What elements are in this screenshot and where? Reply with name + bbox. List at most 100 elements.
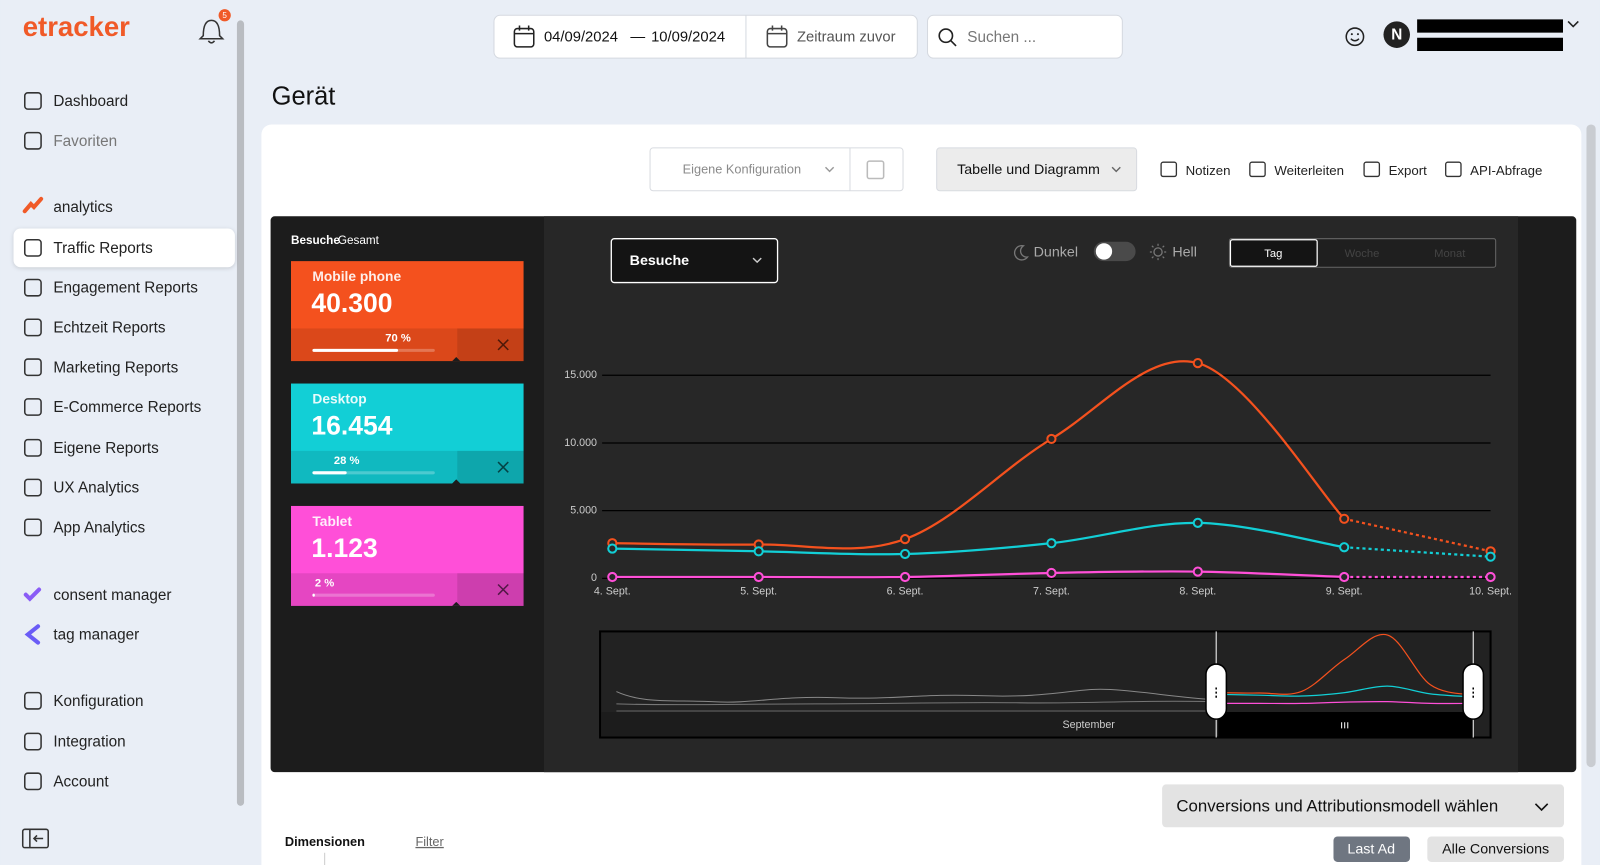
search-placeholder[interactable]: Suchen ... bbox=[967, 29, 1036, 46]
data-point[interactable] bbox=[899, 548, 911, 560]
date-picker[interactable] bbox=[493, 14, 918, 59]
card-notch bbox=[452, 479, 461, 484]
data-point[interactable] bbox=[899, 571, 911, 583]
data-point[interactable] bbox=[1339, 513, 1350, 524]
data-point[interactable] bbox=[1046, 433, 1057, 445]
data-point[interactable] bbox=[1192, 566, 1203, 577]
search-icon-handle bbox=[950, 40, 957, 47]
card[interactable] bbox=[290, 261, 524, 362]
logo[interactable]: etracker bbox=[23, 11, 130, 42]
data-point[interactable] bbox=[1485, 551, 1496, 562]
header: 04/09/2024 — 10/09/2024 Zeitraum zuvor S… bbox=[493, 14, 1579, 59]
nav-item[interactable]: UX Analytics bbox=[53, 480, 139, 497]
collapse-icon[interactable] bbox=[21, 828, 49, 849]
data-point[interactable] bbox=[1192, 517, 1203, 528]
conversions-label: Conversions und Attributionsmodell wähle… bbox=[1176, 796, 1498, 815]
data-point[interactable] bbox=[1046, 567, 1057, 579]
interval-option[interactable]: Woche bbox=[1345, 248, 1380, 260]
x-tick-label: 6. Sept. bbox=[887, 585, 924, 597]
config-label: Eigene Konfiguration bbox=[683, 162, 801, 177]
card-close[interactable] bbox=[497, 583, 509, 596]
card-notch bbox=[452, 357, 461, 362]
date-separator: — bbox=[630, 30, 645, 46]
scrollbar[interactable] bbox=[236, 20, 245, 806]
date-from[interactable]: 04/09/2024 bbox=[544, 30, 618, 46]
calendar-icon bbox=[766, 27, 788, 48]
compare-button[interactable]: Zeitraum zuvor bbox=[797, 30, 896, 46]
toolbar-action[interactable]: Weiterleiten bbox=[1274, 163, 1344, 178]
nav-icon bbox=[23, 772, 42, 791]
tab-dimensions[interactable]: Dimensionen bbox=[285, 834, 365, 849]
avatar[interactable] bbox=[1383, 21, 1410, 48]
series-line bbox=[1343, 517, 1491, 553]
card-close[interactable] bbox=[497, 339, 509, 351]
toolbar-action[interactable]: API-Abfrage bbox=[1470, 163, 1542, 178]
content-scrollbar[interactable] bbox=[1586, 124, 1596, 768]
nav-item[interactable]: Konfiguration bbox=[53, 693, 143, 710]
action-icon bbox=[1249, 161, 1266, 178]
nav-item[interactable]: Integration bbox=[53, 734, 125, 751]
attribution-label: Last Ad bbox=[1347, 841, 1395, 857]
nav-item[interactable]: Account bbox=[53, 773, 109, 790]
badge-count: 5 bbox=[222, 11, 227, 20]
config-select[interactable] bbox=[649, 147, 904, 192]
navigator-axis bbox=[601, 711, 1217, 737]
data-point[interactable] bbox=[753, 571, 764, 583]
nav-item[interactable]: Favoriten bbox=[53, 133, 117, 150]
chevron bbox=[752, 257, 762, 264]
data-point[interactable] bbox=[753, 546, 764, 557]
card-footer bbox=[290, 450, 524, 484]
date-to[interactable]: 10/09/2024 bbox=[651, 30, 725, 46]
card-close[interactable] bbox=[497, 461, 509, 473]
save-icon[interactable] bbox=[866, 160, 885, 180]
data-point[interactable] bbox=[1485, 571, 1496, 583]
data-point[interactable] bbox=[1192, 357, 1203, 369]
action-icon bbox=[1363, 161, 1381, 178]
view-select[interactable] bbox=[936, 147, 1138, 192]
account-chevron[interactable] bbox=[1567, 20, 1579, 28]
nav-item[interactable]: Echtzeit Reports bbox=[53, 320, 166, 337]
nav-icon bbox=[23, 518, 42, 537]
nav-item[interactable]: Traffic Reports bbox=[53, 240, 153, 257]
search-box[interactable] bbox=[926, 14, 1123, 59]
metric-select[interactable] bbox=[610, 238, 779, 284]
nav-item[interactable]: analytics bbox=[53, 199, 113, 216]
card[interactable] bbox=[290, 383, 524, 484]
nav-item[interactable]: Marketing Reports bbox=[53, 359, 178, 376]
data-point[interactable] bbox=[1339, 542, 1350, 553]
theme-light[interactable]: Hell bbox=[1172, 245, 1197, 261]
nav-item[interactable]: Dashboard bbox=[53, 93, 128, 110]
bell-icon[interactable] bbox=[198, 19, 225, 44]
card[interactable] bbox=[290, 505, 524, 606]
toolbar-action[interactable]: Export bbox=[1389, 163, 1428, 178]
eye bbox=[1356, 33, 1359, 36]
summary-metric: Besuche bbox=[291, 234, 340, 247]
nav-item[interactable]: E-Commerce Reports bbox=[53, 399, 201, 416]
data-point[interactable] bbox=[899, 534, 911, 545]
nav-item[interactable]: consent manager bbox=[53, 587, 171, 604]
nav-icon bbox=[23, 358, 42, 377]
theme-dark[interactable]: Dunkel bbox=[1034, 245, 1078, 261]
nav-item[interactable]: App Analytics bbox=[53, 519, 145, 536]
series-line bbox=[612, 360, 1346, 550]
data-point[interactable] bbox=[1339, 571, 1350, 583]
attribution-label: Alle Conversions bbox=[1442, 841, 1549, 857]
navigator-scroll[interactable] bbox=[1218, 711, 1474, 737]
nav-item[interactable]: Eigene Reports bbox=[53, 440, 159, 457]
calendar-icon-lines bbox=[767, 25, 787, 35]
y-tick-label: 5.000 bbox=[570, 505, 597, 517]
interval-option[interactable]: Tag bbox=[1264, 248, 1282, 260]
nav-item[interactable]: Engagement Reports bbox=[53, 280, 198, 297]
nav-item[interactable]: tag manager bbox=[53, 627, 139, 644]
data-point[interactable] bbox=[1046, 538, 1057, 549]
feedback-icon[interactable] bbox=[1345, 27, 1365, 47]
data-point[interactable] bbox=[607, 543, 618, 554]
conversions-button[interactable] bbox=[1162, 784, 1565, 828]
toolbar-action[interactable]: Notizen bbox=[1186, 163, 1231, 178]
interval-option[interactable]: Monat bbox=[1434, 248, 1466, 260]
tab-filter[interactable]: Filter bbox=[415, 834, 444, 849]
attribution-last-ad[interactable] bbox=[1333, 836, 1410, 862]
attribution-all[interactable] bbox=[1427, 836, 1565, 862]
data-point[interactable] bbox=[607, 571, 618, 583]
